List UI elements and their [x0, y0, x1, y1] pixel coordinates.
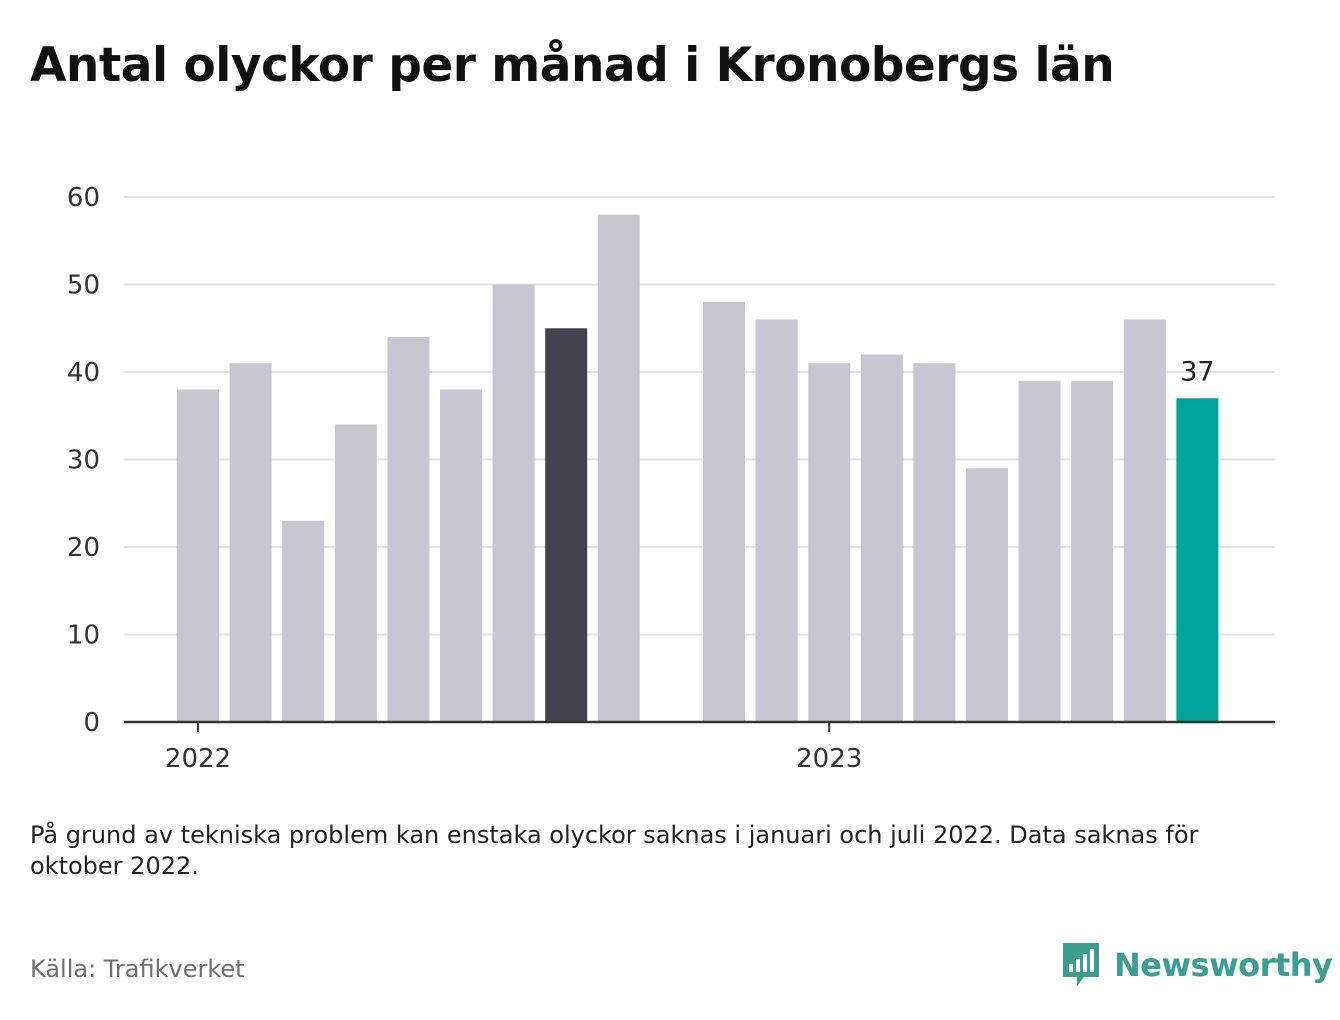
bar-2022-11	[703, 302, 745, 722]
brand-name: Newsworthy	[1114, 946, 1333, 984]
bar-chart: 37 0 10 20 30 40 50 60 2022 2023	[67, 183, 1275, 774]
x-tick-label: 2023	[796, 744, 862, 774]
source-credit: Källa: Trafikverket	[30, 955, 245, 983]
bar-2022-03	[282, 520, 325, 722]
y-tick-label: 30	[67, 446, 100, 476]
bar-2023-07	[1123, 319, 1166, 722]
bar-2023-06	[1071, 380, 1114, 722]
y-tick-label: 60	[67, 183, 100, 213]
chart-title: Antal olyckor per månad i Kronobergs län	[30, 38, 1115, 93]
bars: 37	[177, 214, 1219, 722]
axes: 0 10 20 30 40 50 60 2022 2023	[67, 183, 1275, 774]
bar-2022-06	[440, 389, 482, 722]
newsworthy-chart-logo-icon	[1063, 943, 1099, 986]
bar-2022-09	[597, 214, 640, 722]
y-tick-label: 40	[67, 358, 100, 388]
y-tick-label: 10	[67, 621, 100, 651]
value-label-latest: 37	[1180, 356, 1214, 387]
y-tick-label: 20	[67, 533, 100, 563]
y-tick-label: 50	[67, 271, 100, 301]
bar-2023-04	[966, 468, 1008, 722]
footnote: På grund av tekniska problem kan enstaka…	[30, 821, 1199, 880]
bar-2022-05	[387, 337, 430, 722]
x-tick-label: 2022	[165, 744, 231, 774]
bar-2022-08	[545, 328, 588, 722]
bar-2023-03	[913, 363, 956, 722]
bar-2023-05	[1018, 380, 1061, 722]
newsworthy-logo[interactable]: Newsworthy	[1060, 940, 1333, 990]
bar-2022-12	[755, 319, 798, 722]
bar-2022-01	[177, 389, 219, 722]
bar-2022-02	[229, 363, 272, 722]
bar-2022-04	[334, 424, 377, 722]
bar-2022-07	[492, 284, 535, 722]
y-tick-label: 0	[83, 708, 100, 738]
bar-2023-01	[808, 363, 851, 722]
bar-2023-08	[1176, 398, 1219, 722]
bar-2023-02	[860, 354, 903, 722]
